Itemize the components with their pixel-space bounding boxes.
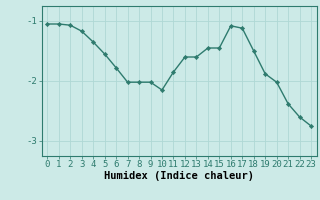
X-axis label: Humidex (Indice chaleur): Humidex (Indice chaleur): [104, 171, 254, 181]
